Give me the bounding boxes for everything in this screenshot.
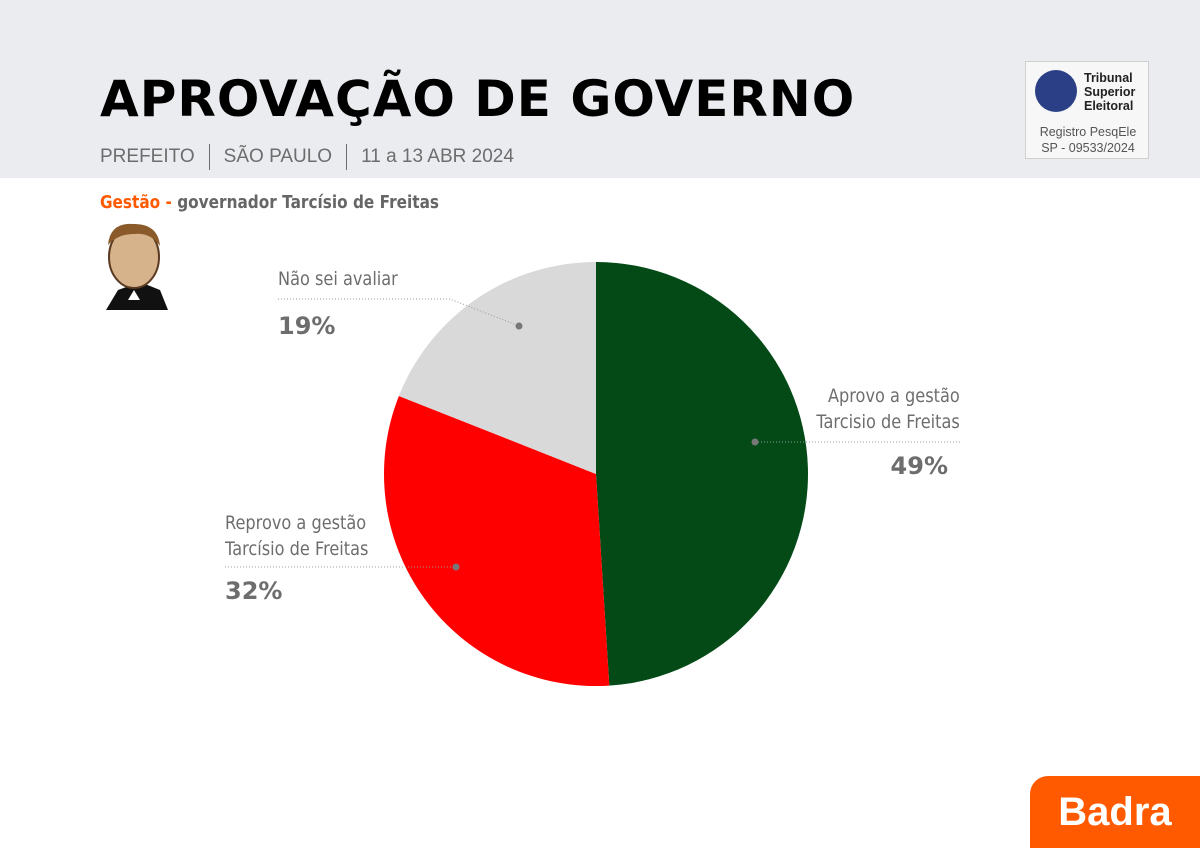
header-band (0, 0, 1200, 178)
pie-slice (596, 262, 808, 686)
pie-slice (384, 395, 610, 687)
registry-line: Registro PesqEle (1039, 125, 1137, 139)
title-prefix: Gestão - (100, 192, 172, 213)
title-text: governador Tarcísio de Freitas (177, 192, 440, 213)
leader-dot (751, 438, 759, 446)
leader-line (278, 298, 520, 327)
slice-label: Reprovo a gestão Tarcísio de Freitas (225, 512, 369, 560)
value-label: 32% (225, 577, 283, 605)
separator (346, 144, 348, 170)
pie-slice (398, 262, 596, 474)
slice-label: Aprovo a gestão Tarcisio de Freitas (816, 385, 960, 433)
subtitle-part: PREFEITO (100, 146, 195, 167)
leader-dot (515, 322, 523, 330)
value-label: 19% (278, 312, 336, 340)
value-label: 49% (890, 452, 948, 480)
chart-title: Gestão - governador Tarcísio de Freitas (100, 192, 439, 213)
tse-line: Eleitoral (1084, 99, 1134, 113)
subtitle: PREFEITO SÃO PAULO 11 a 13 ABR 2024 (100, 144, 514, 170)
portrait (106, 223, 168, 310)
separator (208, 144, 210, 170)
tse-logo (1035, 70, 1077, 112)
tse-badge: Tribunal Superior Eleitoral Registro Pes… (1025, 61, 1149, 159)
leader-dot (452, 563, 460, 571)
brand-logo: Badra (1030, 776, 1200, 848)
registry-line: SP - 09533/2024 (1041, 141, 1135, 155)
subtitle-part: SÃO PAULO (223, 146, 333, 167)
tse-line: Superior (1084, 85, 1136, 99)
subtitle-part: 11 a 13 ABR 2024 (361, 146, 514, 167)
title: APROVAÇÃO DE GOVERNO (100, 70, 856, 128)
registry: Registro PesqEle SP - 09533/2024 (1026, 124, 1150, 156)
tse-line: Tribunal (1084, 71, 1133, 85)
tse-name: Tribunal Superior Eleitoral (1084, 71, 1135, 113)
slice-label: Não sei avaliar (278, 268, 398, 290)
